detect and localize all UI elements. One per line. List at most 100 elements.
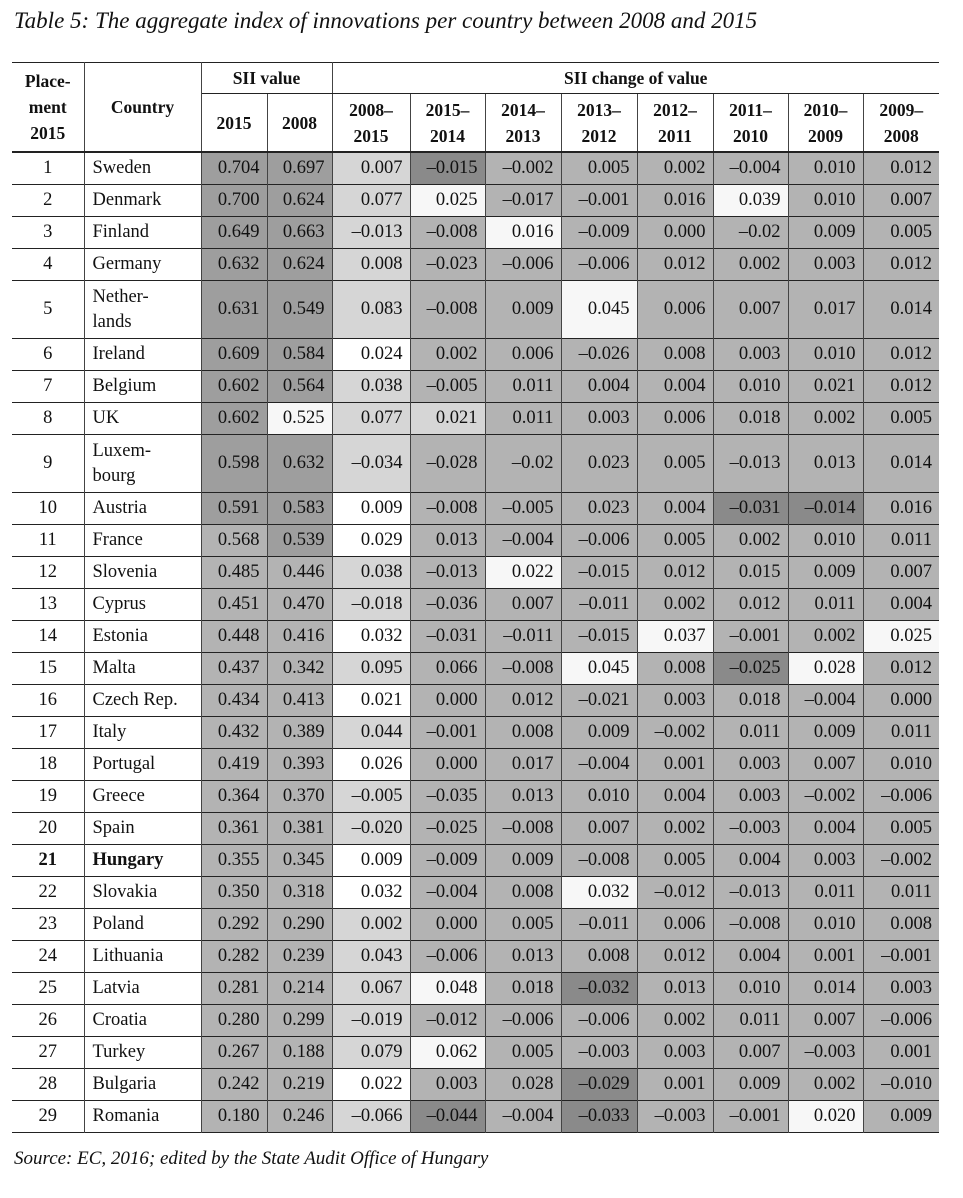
sii-value-cell: 0.393 <box>267 748 333 781</box>
placement-cell: 22 <box>12 876 85 909</box>
country-cell: Ireland <box>84 338 202 371</box>
sii-change-cell: 0.002 <box>788 1068 864 1101</box>
sii-change-cell: 0.009 <box>332 492 411 525</box>
country-cell: Austria <box>84 492 202 525</box>
sii-change-cell: 0.001 <box>637 748 714 781</box>
sii-change-cell: –0.066 <box>332 1100 411 1133</box>
country-cell: Italy <box>84 716 202 749</box>
sii-change-cell: 0.021 <box>410 402 486 435</box>
sii-change-cell: –0.013 <box>410 556 486 589</box>
placement-cell: 10 <box>12 492 85 525</box>
country-cell: Spain <box>84 812 202 845</box>
sii-value-cell: 0.370 <box>267 780 333 813</box>
sii-value-cell: 0.219 <box>267 1068 333 1101</box>
sii-change-cell: 0.024 <box>332 338 411 371</box>
sii-value-cell: 0.299 <box>267 1004 333 1037</box>
sii-change-cell: 0.095 <box>332 652 411 685</box>
placement-header-line: ment <box>28 97 67 117</box>
sii-change-cell: 0.004 <box>561 370 638 403</box>
table-row: 20 Spain 0.361 0.381 –0.020 –0.025 –0.008 0.007… <box>12 812 939 845</box>
country-header: Country <box>84 62 202 152</box>
table-row: 26 Croatia 0.280 0.299 –0.019 –0.012 –0.006 –0.… <box>12 1004 939 1037</box>
placement-cell: 24 <box>12 940 85 973</box>
sii-change-cell: 0.004 <box>713 844 789 877</box>
sii-value-cell: 0.602 <box>201 370 268 403</box>
sii-change-cell: 0.016 <box>637 184 714 217</box>
sii-change-cell: 0.002 <box>788 620 864 653</box>
sii-value-cell: 0.350 <box>201 876 268 909</box>
placement-cell: 17 <box>12 716 85 749</box>
table-row: 21 Hungary 0.355 0.345 0.009 –0.009 0.009 –0.00… <box>12 844 939 877</box>
sii-change-cell: 0.001 <box>863 1036 939 1069</box>
placement-cell: 18 <box>12 748 85 781</box>
sii-change-cell: 0.011 <box>863 716 939 749</box>
placement-cell: 9 <box>12 434 85 493</box>
sii-value-cell: 0.525 <box>267 402 333 435</box>
sii-change-cell: 0.008 <box>332 248 411 281</box>
sii-change-cell: –0.001 <box>713 620 789 653</box>
sii-change-cell: 0.007 <box>713 280 789 339</box>
sii-change-cell: 0.002 <box>713 524 789 557</box>
sii-change-cell: –0.013 <box>713 434 789 493</box>
sii-change-cell: 0.005 <box>485 908 562 941</box>
sii-change-cell: 0.012 <box>637 556 714 589</box>
sii-value-cell: 0.624 <box>267 248 333 281</box>
period-header-line: 2014– <box>501 99 545 120</box>
period-header-line: 2008– <box>349 99 393 120</box>
sii-change-cell: 0.005 <box>637 524 714 557</box>
sii-change-cell: 0.018 <box>713 402 789 435</box>
placement-cell: 16 <box>12 684 85 717</box>
sii-value-cell: 0.591 <box>201 492 268 525</box>
table-row: 18 Portugal 0.419 0.393 0.026 0.000 0.017 –0.00… <box>12 748 939 781</box>
sii-change-cell: –0.006 <box>561 524 638 557</box>
sii-change-cell: 0.009 <box>788 216 864 249</box>
table-row: 24 Lithuania 0.282 0.239 0.043 –0.006 0.013 0.0… <box>12 940 939 973</box>
table-row: 6 Ireland 0.609 0.584 0.024 0.002 0.006 –0.026 0… <box>12 338 939 371</box>
country-cell: France <box>84 524 202 557</box>
sii-change-cell: 0.009 <box>788 716 864 749</box>
country-cell: Latvia <box>84 972 202 1005</box>
sii-change-cell: 0.002 <box>410 338 486 371</box>
placement-cell: 25 <box>12 972 85 1005</box>
sii-change-cell: 0.028 <box>788 652 864 685</box>
table-row: 2 Denmark 0.700 0.624 0.077 0.025 –0.017 –0.001… <box>12 184 939 217</box>
sii-change-cell: –0.008 <box>561 844 638 877</box>
sii-change-cell: 0.012 <box>637 940 714 973</box>
sii-change-cell: 0.001 <box>788 940 864 973</box>
sii-change-cell: –0.002 <box>863 844 939 877</box>
sii-change-cell: 0.023 <box>561 434 638 493</box>
table-row: 22 Slovakia 0.350 0.318 0.032 –0.004 0.008 0.03… <box>12 876 939 909</box>
sii-change-cell: –0.012 <box>410 1004 486 1037</box>
placement-cell: 4 <box>12 248 85 281</box>
period-header: 2014– 2013 <box>485 93 562 152</box>
period-header-line: 2012– <box>653 99 697 120</box>
country-cell: Belgium <box>84 370 202 403</box>
sii-change-cell: 0.012 <box>863 652 939 685</box>
sii-change-cell: 0.013 <box>410 524 486 557</box>
sii-value-header: SII value <box>201 62 333 94</box>
sii-change-cell: 0.014 <box>863 434 939 493</box>
country-cell: Romania <box>84 1100 202 1133</box>
sii-change-cell: –0.026 <box>561 338 638 371</box>
sii-change-cell: 0.010 <box>561 780 638 813</box>
period-header: 2011– 2010 <box>713 93 789 152</box>
table-row: 9 Luxem- bourg 0.598 0.632 –0.034 –0.028 –0.02… <box>12 434 939 493</box>
country-cell: Cyprus <box>84 588 202 621</box>
placement-cell: 19 <box>12 780 85 813</box>
sii-change-cell: –0.006 <box>863 1004 939 1037</box>
table-row: 11 France 0.568 0.539 0.029 0.013 –0.004 –0.006… <box>12 524 939 557</box>
sii-change-cell: –0.021 <box>561 684 638 717</box>
sii-value-cell: 0.345 <box>267 844 333 877</box>
table-row: 1 Sweden 0.704 0.697 0.007 –0.015 –0.002 0.005 0… <box>12 152 939 185</box>
sii-change-cell: –0.015 <box>561 620 638 653</box>
sii-change-cell: –0.020 <box>332 812 411 845</box>
placement-cell: 7 <box>12 370 85 403</box>
sii-change-cell: –0.032 <box>561 972 638 1005</box>
sii-change-cell: 0.013 <box>637 972 714 1005</box>
sii-change-cell: –0.034 <box>332 434 411 493</box>
sii-change-cell: 0.015 <box>713 556 789 589</box>
sii-change-cell: 0.012 <box>863 152 939 185</box>
placement-cell: 27 <box>12 1036 85 1069</box>
sii-change-cell: –0.001 <box>410 716 486 749</box>
sii-change-cell: 0.005 <box>561 152 638 185</box>
